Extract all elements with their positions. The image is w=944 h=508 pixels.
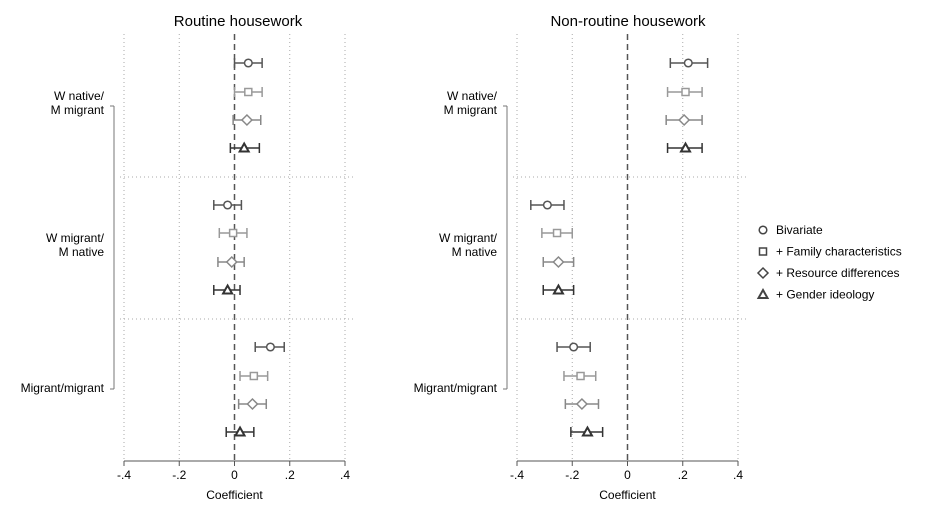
- legend-entry: + Resource differences: [776, 266, 900, 280]
- point-estimate-square: [249, 371, 259, 381]
- group-label: W native/: [447, 89, 498, 103]
- legend-marker-circle: [758, 225, 768, 235]
- legend-marker-diamond: [756, 266, 770, 280]
- group-label: M native: [452, 245, 498, 259]
- point-estimate-diamond: [575, 397, 588, 411]
- x-tick-label: .2: [285, 468, 295, 482]
- point-estimate-square: [576, 371, 585, 381]
- legend-entry: + Family characteristics: [776, 245, 902, 259]
- group-label: M migrant: [51, 103, 105, 117]
- point-estimate-square: [228, 228, 238, 238]
- group-label: Migrant/migrant: [414, 381, 498, 395]
- point-estimate-square: [681, 87, 690, 97]
- x-axis-label: Coefficient: [599, 488, 656, 502]
- legend-entry: + Gender ideology: [776, 288, 874, 302]
- x-axis-label: Coefficient: [206, 488, 263, 502]
- x-tick-label: 0: [231, 468, 238, 482]
- x-tick-label: -.2: [565, 468, 579, 482]
- point-estimate-triangle: [552, 283, 565, 295]
- point-estimate-circle: [223, 200, 233, 210]
- x-tick-label: -.2: [172, 468, 186, 482]
- point-estimate-circle: [265, 342, 275, 352]
- panel-title: Routine housework: [174, 13, 303, 30]
- x-tick-label: .4: [340, 468, 350, 482]
- group-label: W migrant/: [46, 231, 105, 245]
- point-estimate-diamond: [240, 113, 253, 127]
- x-tick-label: .4: [733, 468, 743, 482]
- point-estimate-triangle: [221, 283, 234, 295]
- point-estimate-diamond: [225, 255, 238, 269]
- point-estimate-diamond: [552, 255, 565, 269]
- legend-marker-triangle: [756, 287, 770, 299]
- x-tick-label: -.4: [510, 468, 524, 482]
- legend-marker-square: [758, 247, 768, 256]
- point-estimate-circle: [683, 58, 693, 68]
- x-tick-label: 0: [624, 468, 631, 482]
- legend-entry: Bivariate: [776, 223, 823, 237]
- point-estimate-triangle: [679, 141, 692, 153]
- point-estimate-diamond: [678, 113, 691, 127]
- point-estimate-circle: [243, 58, 253, 68]
- point-estimate-square: [244, 87, 253, 97]
- panel-title: Non-routine housework: [550, 13, 706, 30]
- point-estimate-circle: [569, 342, 579, 352]
- group-label: M native: [59, 245, 105, 259]
- group-label: M migrant: [444, 103, 498, 117]
- group-label: Migrant/migrant: [21, 381, 105, 395]
- point-estimate-diamond: [246, 397, 259, 411]
- point-estimate-square: [552, 228, 562, 238]
- group-label: W migrant/: [439, 231, 498, 245]
- point-estimate-triangle: [581, 425, 594, 437]
- point-estimate-triangle: [237, 141, 251, 153]
- x-tick-label: -.4: [117, 468, 131, 482]
- point-estimate-triangle: [233, 425, 247, 437]
- point-estimate-circle: [542, 200, 552, 210]
- group-label: W native/: [54, 89, 105, 103]
- x-tick-label: .2: [678, 468, 688, 482]
